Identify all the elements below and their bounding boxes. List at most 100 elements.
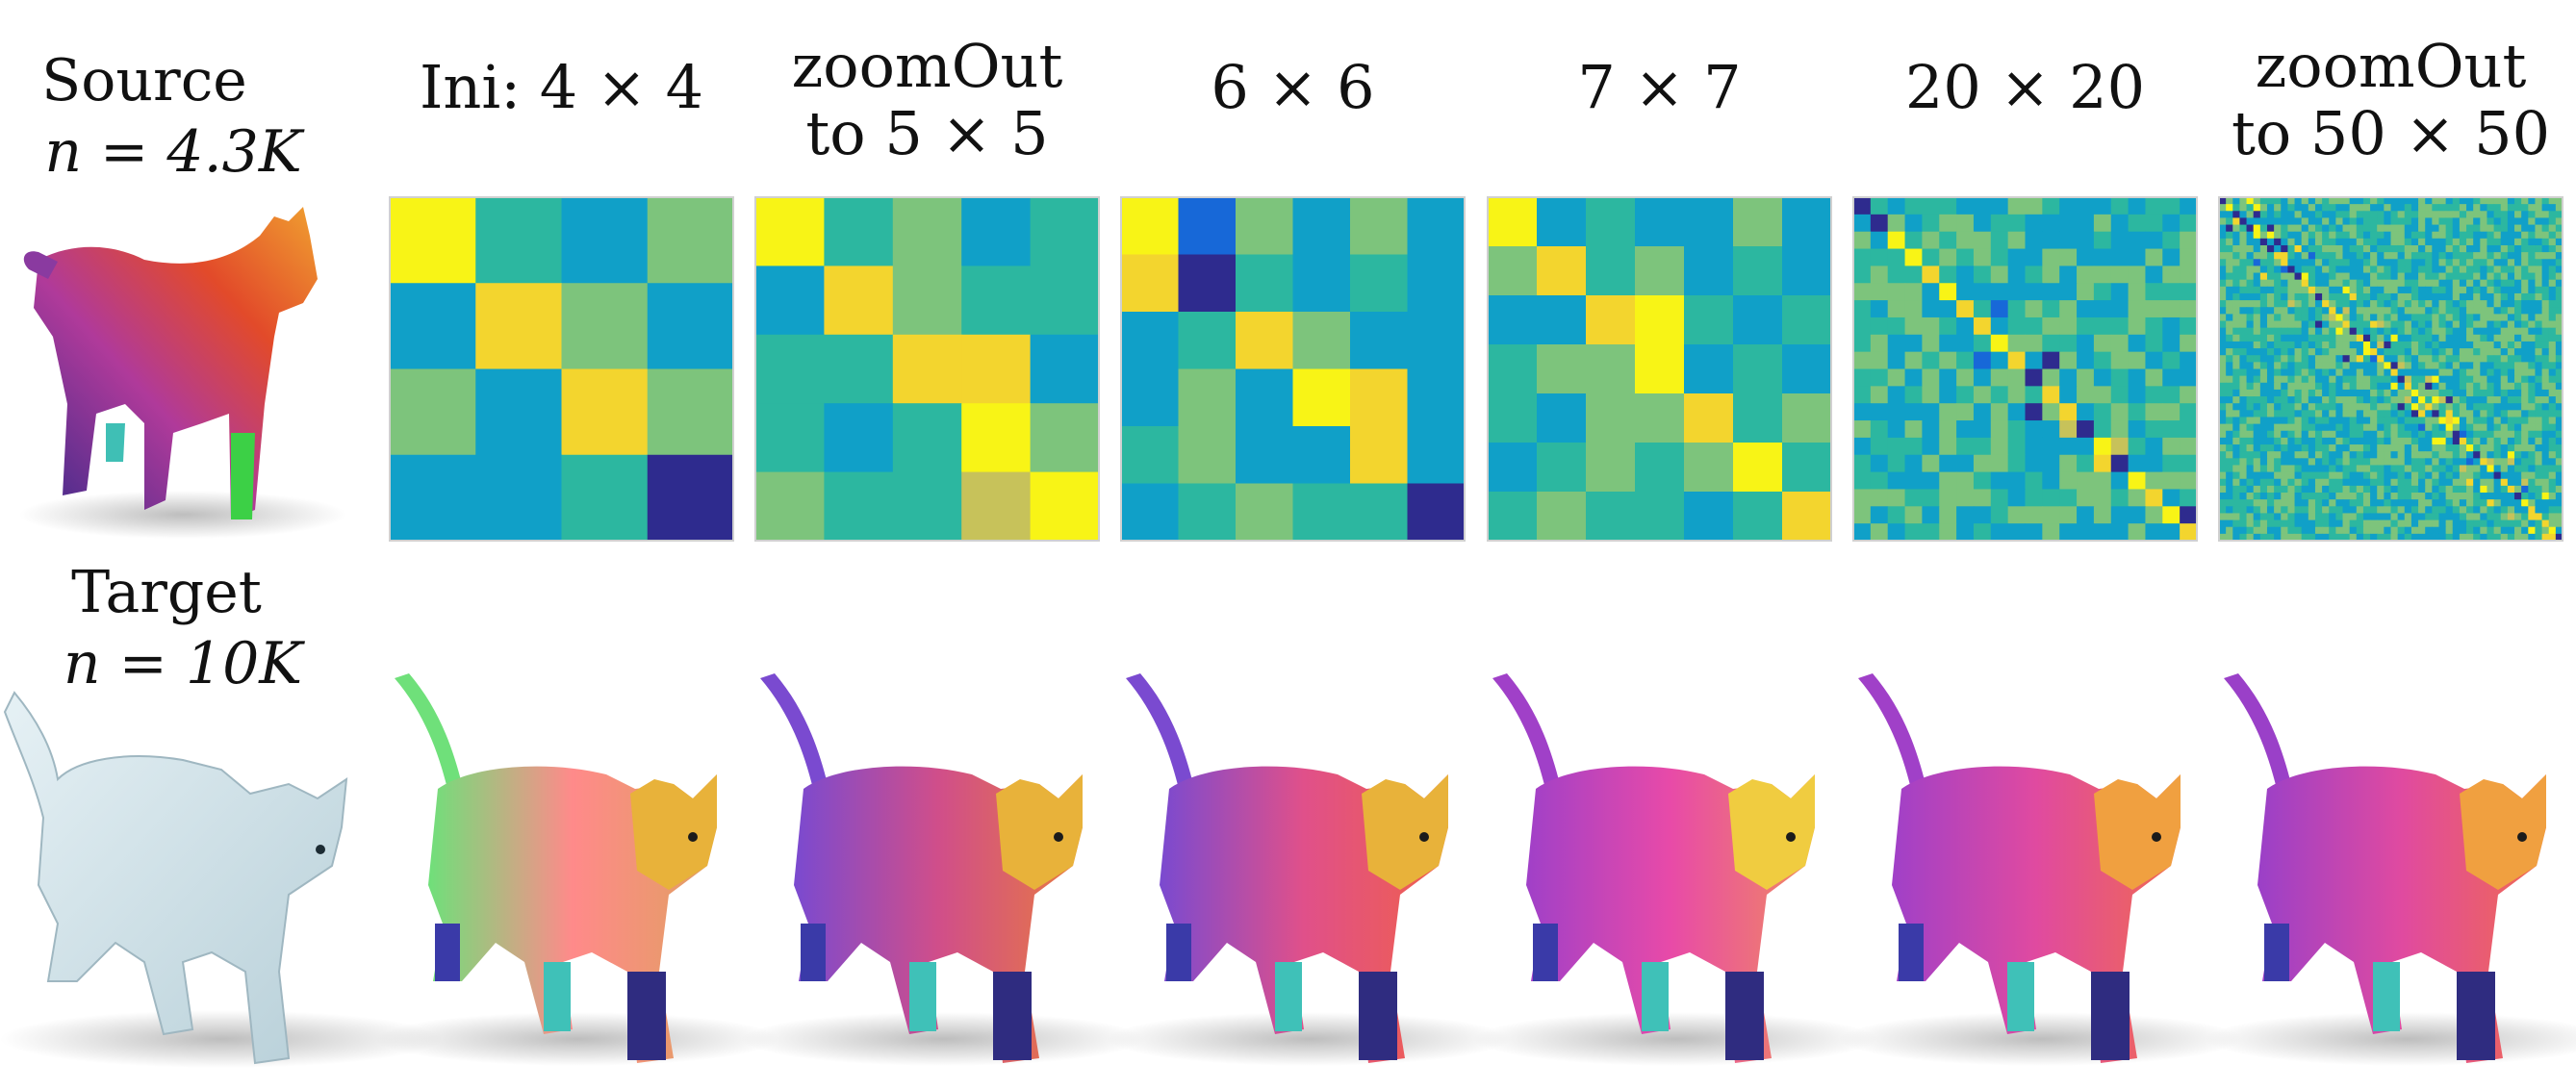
matrix-cell [2555,266,2563,274]
matrix-cell [2128,420,2147,439]
matrix-cell [2397,307,2406,315]
matrix-cell [2239,437,2248,445]
matrix-cell [2445,382,2454,391]
matrix-cell [2410,485,2419,494]
matrix-cell [2308,320,2316,329]
matrix-cell [1939,300,1957,318]
matrix-cell [2335,307,2344,315]
matrix-cell [2335,485,2344,494]
matrix-cell [2548,320,2557,329]
matrix-cell [2281,272,2288,281]
matrix-cell [2253,320,2261,329]
matrix-cell [2239,410,2248,418]
matrix-cell [1853,386,1872,404]
matrix-cell [2025,471,2043,491]
matrix-cell [2480,499,2488,507]
matrix-cell [2397,513,2406,521]
matrix-cell [2410,519,2419,528]
matrix-cell [2077,214,2095,233]
matrix-cell [2384,362,2392,370]
matrix-cell [1990,351,2009,370]
matrix-cell [2335,279,2344,288]
matrix-cell [2239,204,2248,212]
matrix-cell [2452,396,2461,404]
matrix-cell [2384,204,2392,212]
matrix-cell [2473,430,2481,439]
matrix-cell [2445,465,2454,473]
matrix-cell [1853,283,1872,301]
matrix-cell [2410,217,2419,226]
matrix-cell [2370,217,2378,226]
matrix-cell [2425,519,2433,528]
matrix-cell [2404,499,2412,507]
matrix-cell [2493,423,2502,432]
matrix-cell [390,368,476,456]
matrix-cell [2480,355,2488,363]
matrix-cell [2322,417,2330,425]
matrix-cell [1922,231,1940,250]
matrix-cell [2466,327,2474,336]
matrix-cell [2370,423,2378,432]
matrix-cell [2425,334,2433,342]
matrix-cell [2514,197,2522,205]
matrix-cell [2301,272,2309,281]
matrix-cell [2480,327,2488,336]
matrix-cell [1121,368,1180,427]
matrix-cell [2287,334,2296,342]
matrix-cell [2246,403,2255,411]
matrix-cell [2507,292,2515,301]
matrix-cell [2356,362,2364,370]
matrix-cell [2110,506,2130,524]
matrix-cell [1990,506,2009,524]
matrix-cell [2432,272,2440,281]
matrix-cell [2335,211,2344,219]
matrix-cell [2541,362,2550,370]
matrix-cell [2377,375,2385,384]
matrix-cell [2418,286,2426,294]
matrix-cell [2162,231,2181,250]
matrix-cell [1990,334,2009,353]
matrix-cell [2180,506,2198,524]
matrix-cell [1956,334,1975,353]
matrix-cell [2548,238,2557,246]
matrix-cell [2445,485,2454,494]
matrix-cell [2404,506,2412,515]
matrix-cell [2308,430,2316,439]
matrix-cell [1904,420,1923,439]
matrix-cell [2259,341,2268,349]
matrix-cell [2356,478,2364,487]
matrix-cell [2548,292,2557,301]
matrix-cell [2274,493,2282,500]
matrix-cell [2466,526,2474,535]
matrix-cell [2493,437,2502,445]
matrix-cell [2514,204,2522,212]
matrix-cell [2432,375,2440,384]
matrix-cell [2493,307,2502,315]
matrix-cell [2535,272,2543,281]
matrix-cell [892,197,962,266]
matrix-cell [2521,506,2529,515]
matrix-cell [2404,458,2412,467]
matrix-cell [2329,286,2336,294]
matrix-cell [2487,368,2495,377]
matrix-cell [2259,238,2268,246]
matrix-cell [2480,375,2488,384]
matrix-cell [2335,204,2344,212]
matrix-cell [2500,465,2509,473]
matrix-cell [2335,375,2344,384]
matrix-cell [2500,526,2509,535]
matrix-cell [2507,334,2515,342]
matrix-cell [2425,451,2433,459]
matrix-cell [2281,519,2288,528]
matrix-cell [2246,389,2255,397]
matrix-cell [2281,493,2288,500]
matrix-cell [2287,375,2296,384]
matrix-cell [2514,307,2522,315]
matrix-cell [2362,417,2371,425]
matrix-cell [2301,403,2309,411]
matrix-cell [2322,396,2330,404]
matrix-cell [2329,244,2336,253]
matrix-cell [2397,437,2406,445]
matrix-cell [2356,430,2364,439]
matrix-cell [2042,386,2060,404]
